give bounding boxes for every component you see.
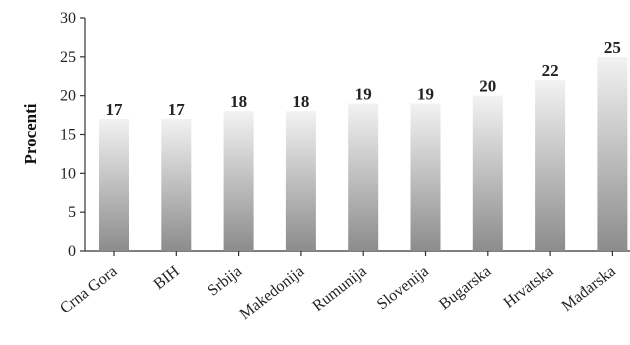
data-label: 18 <box>292 92 309 111</box>
x-tick-label: Bugarska <box>436 263 494 314</box>
data-label: 17 <box>106 100 124 119</box>
bar <box>161 118 192 251</box>
x-tick-label: Srbija <box>204 263 245 300</box>
x-tick-label: Crna Gora <box>57 263 120 318</box>
x-tick-label: BIH <box>151 262 184 293</box>
y-tick-label: 15 <box>60 127 76 144</box>
y-axis-label: Procenti <box>21 103 40 164</box>
bars <box>99 56 628 252</box>
bar <box>410 103 441 251</box>
bar <box>285 111 316 251</box>
x-tick-label: Slovenija <box>374 263 432 314</box>
y-tick-label: 30 <box>60 10 76 27</box>
bar <box>597 56 628 252</box>
data-label: 19 <box>355 84 372 103</box>
y-axis: 0 5 10 15 20 25 30 <box>60 10 86 260</box>
y-tick-label: 5 <box>68 204 76 221</box>
x-tick-label: Makedonija <box>237 263 308 323</box>
x-tick-label: Rumunija <box>309 263 369 315</box>
bar <box>472 95 503 252</box>
data-label: 25 <box>604 38 621 57</box>
data-label: 17 <box>168 100 186 119</box>
bar <box>99 118 129 251</box>
x-tick-label: Hrvatska <box>501 263 557 312</box>
y-tick-label: 10 <box>60 165 76 182</box>
x-tick-label: Mađarska <box>559 263 619 315</box>
data-label: 22 <box>542 61 559 80</box>
y-tick-label: 0 <box>68 243 76 260</box>
y-tick-label: 25 <box>60 49 76 66</box>
data-label: 19 <box>417 84 434 103</box>
data-label: 18 <box>230 92 247 111</box>
bar <box>348 103 379 251</box>
data-label: 20 <box>479 77 496 96</box>
bar <box>535 80 566 251</box>
y-tick-label: 20 <box>60 88 76 105</box>
data-labels: 17 17 18 18 19 19 20 22 25 <box>106 38 621 119</box>
x-axis <box>85 250 630 256</box>
bar <box>223 111 254 251</box>
